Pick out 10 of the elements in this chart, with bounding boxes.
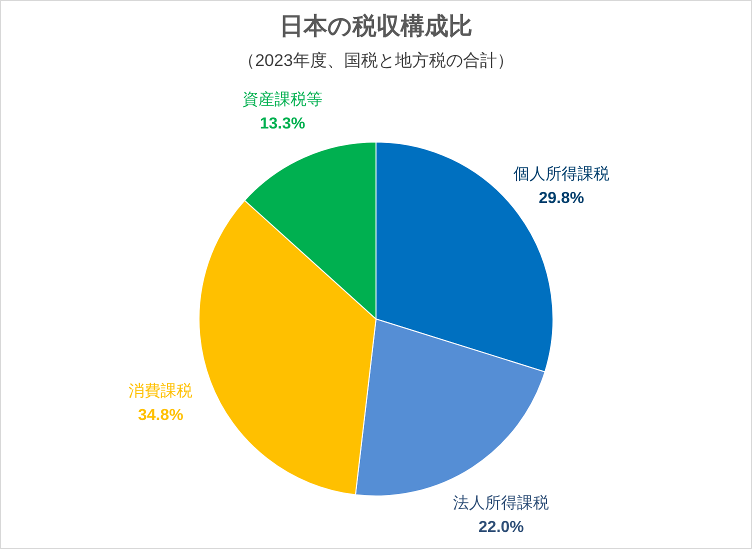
slice-label: 個人所得課税 [513, 164, 610, 183]
chart-subtitle: （2023年度、国税と地方税の合計） [238, 51, 514, 70]
slice-label: 消費課税 [128, 382, 193, 400]
data-label: 13.3% [260, 116, 306, 133]
chart-title: 日本の税収構成比 [280, 13, 472, 40]
data-label: 34.8% [138, 407, 184, 424]
data-label: 29.8% [538, 190, 584, 207]
slice-label: 法人所得課税 [453, 494, 550, 512]
slice-label: 資産課税等 [242, 90, 323, 109]
data-label: 22.0% [478, 519, 524, 536]
